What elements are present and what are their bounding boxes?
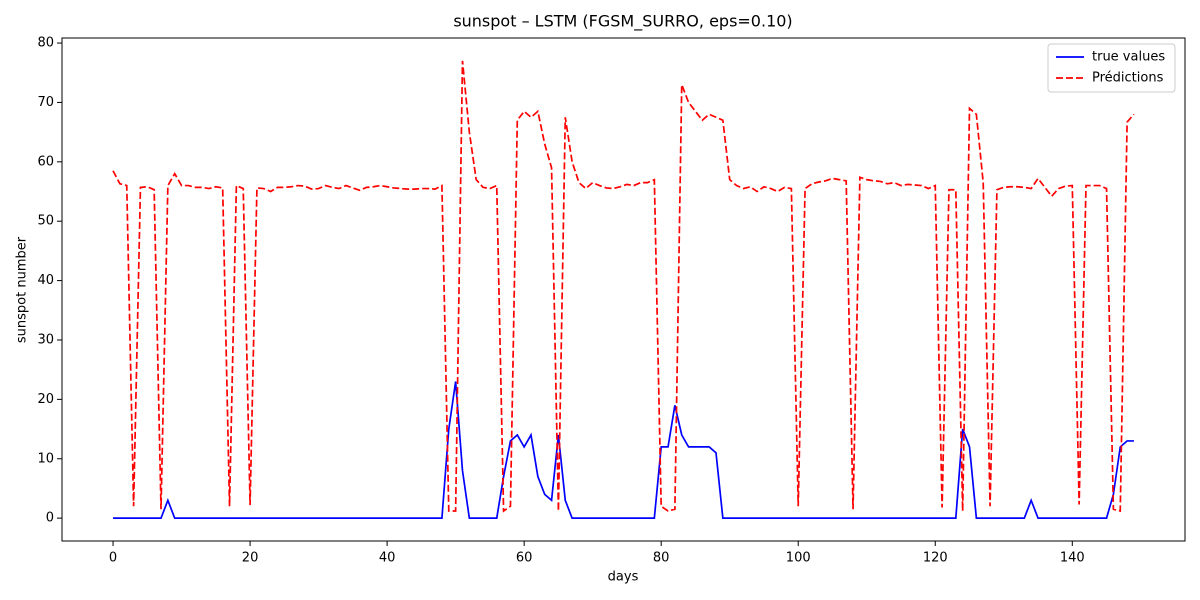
legend-label: true values	[1092, 50, 1165, 65]
x-tick-label: 40	[379, 551, 396, 566]
y-tick-label: 80	[37, 36, 54, 51]
x-tick-label: 80	[653, 551, 670, 566]
x-axis-label: days	[608, 570, 639, 585]
y-tick-label: 60	[37, 154, 54, 169]
y-tick-label: 40	[37, 273, 54, 288]
x-tick-label: 120	[923, 551, 948, 566]
legend-box	[1047, 43, 1176, 93]
x-tick-label: 140	[1060, 551, 1085, 566]
y-tick-label: 0	[46, 511, 54, 526]
x-tick-label: 20	[242, 551, 259, 566]
plot-frame	[61, 37, 1186, 542]
x-tick-label: 0	[109, 551, 117, 566]
chart-title: sunspot – LSTM (FGSM_SURRO, eps=0.10)	[453, 12, 792, 32]
legend-label: Prédictions	[1092, 71, 1164, 86]
y-axis-label: sunspot number	[15, 236, 30, 343]
series-line	[113, 381, 1134, 519]
y-tick-label: 10	[37, 451, 54, 466]
y-tick-label: 50	[37, 214, 54, 229]
series-line	[112, 60, 1135, 513]
x-tick-label: 60	[516, 551, 533, 566]
x-tick-label: 100	[786, 551, 811, 566]
y-tick-label: 70	[37, 95, 54, 110]
y-tick-label: 20	[37, 392, 54, 407]
y-tick-label: 30	[37, 332, 54, 347]
